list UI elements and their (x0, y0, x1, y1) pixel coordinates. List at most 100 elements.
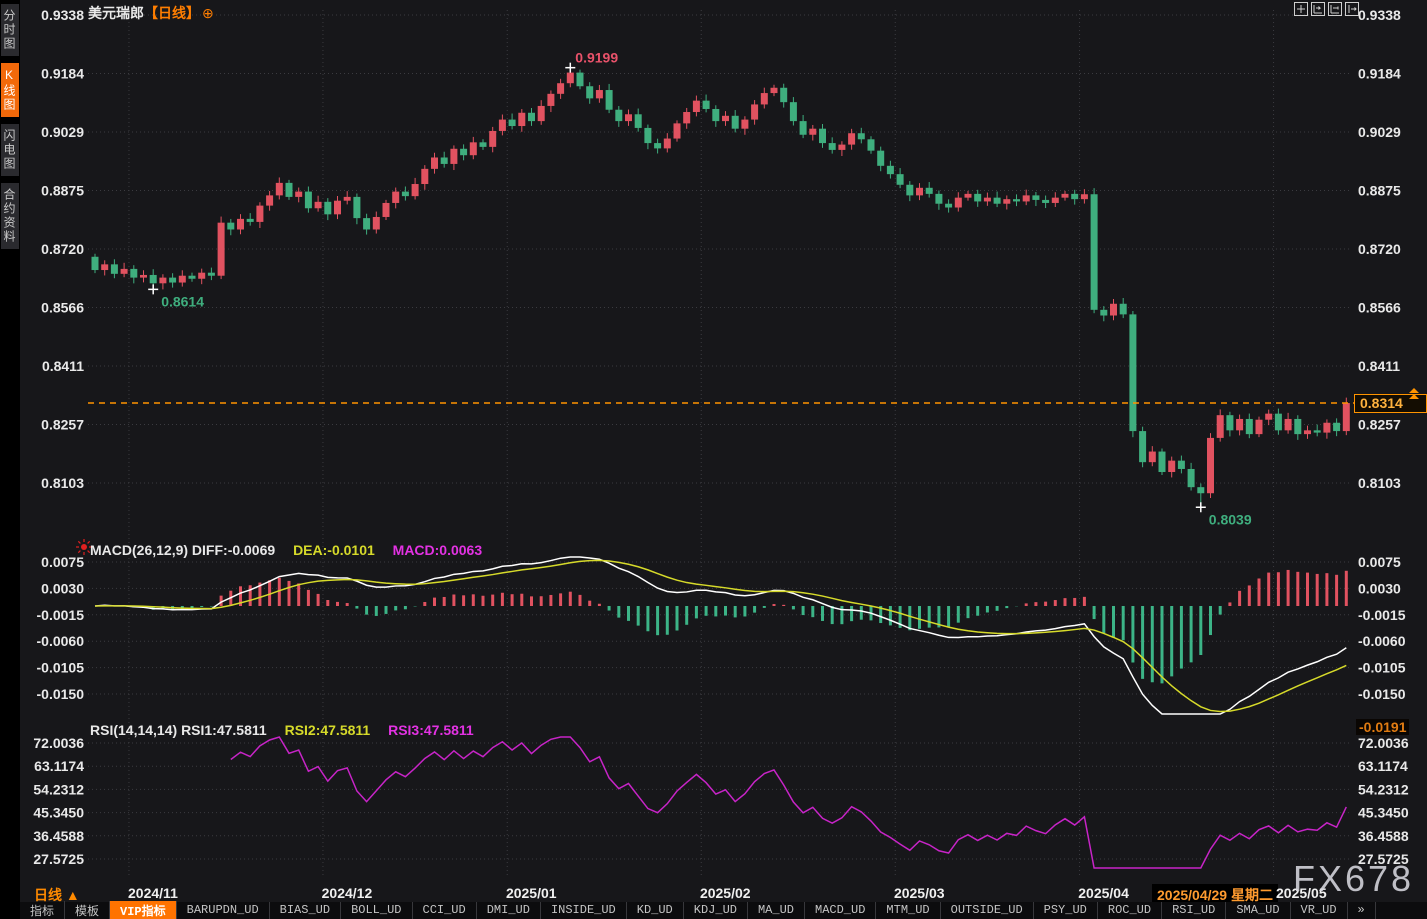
macd-pane-marker-icon[interactable] (74, 537, 94, 557)
candle-body (731, 115, 739, 129)
axis-label-right: 0.9338 (1358, 7, 1401, 23)
candle-body (838, 144, 846, 150)
axis-label-right: 0.0075 (1358, 554, 1401, 570)
rsi2-value: RSI2:47.5811 (284, 722, 371, 738)
candle-body (566, 72, 574, 84)
candle-body (450, 148, 458, 164)
toolbar-tab-[interactable]: » (1348, 902, 1376, 919)
candle-body (1129, 314, 1137, 432)
candle-body (1168, 460, 1176, 473)
candle-body (392, 191, 400, 203)
candle-body (489, 130, 497, 147)
candle-body (1003, 199, 1011, 204)
toolbar-tab-VIP[interactable]: VIP指标 (110, 900, 177, 919)
candle-body (954, 197, 962, 208)
toolbar-tab-[interactable]: 模板 (65, 900, 111, 919)
axis-label-right: 36.4588 (1358, 828, 1409, 844)
candle-body (1032, 195, 1040, 200)
candle-body (382, 202, 390, 217)
period-selector[interactable]: 日线 ▲ (34, 887, 80, 903)
axis-label-left: 0.8720 (41, 241, 84, 257)
candle-body (935, 193, 943, 204)
sidebar-tab-1[interactable]: K线图 (1, 63, 19, 117)
candle-body (1207, 437, 1214, 494)
rsi-line (230, 736, 1347, 869)
candle-body (1236, 418, 1244, 431)
axis-shift-icon[interactable] (1345, 2, 1359, 16)
candle-body (1323, 422, 1331, 433)
toolbar-tab-BIAS_UD[interactable]: BIAS_UD (270, 902, 342, 919)
toolbar-tab-ROC_UD[interactable]: ROC_UD (1098, 902, 1163, 919)
chart-tool-icons (1294, 2, 1359, 16)
candle-body (1080, 194, 1088, 200)
toolbar-tab-CCI_UD[interactable]: CCI_UD (413, 902, 477, 919)
candle-body (1294, 418, 1302, 435)
candle-body (498, 119, 506, 131)
toolbar-tab-RSI_UD[interactable]: RSI_UD (1162, 902, 1227, 919)
toolbar-tab-[interactable]: 指标 (20, 900, 66, 919)
axis-zoom-right-icon[interactable] (1328, 2, 1342, 16)
candle-body (314, 201, 322, 209)
axis-label-right: 63.1174 (1358, 758, 1408, 774)
candle-body (334, 200, 341, 215)
candle-body (304, 191, 312, 209)
date-label-5: 2025/04 (1078, 885, 1129, 901)
candle-body (683, 112, 691, 124)
candle-body (1187, 468, 1195, 488)
candle-body (1216, 415, 1224, 438)
candle-body (1051, 197, 1059, 203)
candle-body (372, 216, 380, 230)
candle-body (120, 268, 128, 274)
candle-body (101, 264, 109, 271)
candle-body (789, 102, 797, 122)
toolbar-tab-BOLL_UD[interactable]: BOLL_UD (341, 902, 413, 919)
date-axis-row: 日线 ▲ 2025/04/29 星期二 2025/05 2024/11 2024/… (0, 879, 1427, 906)
axis-label-right: 0.8411 (1358, 358, 1400, 374)
extreme-price-label: 0.8039 (1209, 511, 1252, 527)
candle-body (722, 115, 729, 122)
rsi-header: RSI(14,14,14) RSI1:47.5811 RSI2:47.5811 … (90, 722, 474, 738)
period-tag: 【日线】 (144, 5, 200, 21)
candle-body (886, 165, 894, 175)
axis-label-left: 0.8566 (41, 300, 84, 316)
candle-body (178, 275, 186, 283)
toolbar-tab-KD_UD[interactable]: KD_UD (627, 902, 684, 919)
axis-zoom-left-icon[interactable] (1311, 2, 1325, 16)
candle-body (857, 133, 865, 140)
axis-label-right: 0.8720 (1358, 241, 1401, 257)
toolbar-tab-SMA_UD[interactable]: SMA_UD (1226, 902, 1291, 919)
candle-body (1158, 451, 1166, 473)
candle-body (217, 222, 225, 276)
toolbar-tab-KDJ_UD[interactable]: KDJ_UD (684, 902, 748, 919)
toolbar-tab-PSY_UD[interactable]: PSY_UD (1034, 902, 1098, 919)
candle-body (285, 182, 293, 197)
axis-label-right: 27.5725 (1358, 851, 1409, 867)
candle-body (227, 222, 235, 230)
toolbar-tab-MTM_UD[interactable]: MTM_UD (876, 902, 941, 919)
axis-label-left: -0.0060 (37, 633, 85, 649)
axis-label-right: -0.0015 (1358, 607, 1406, 623)
toolbar-tab-DMI_UD[interactable]: DMI_UD (477, 902, 541, 919)
axis-label-left: 0.9184 (41, 66, 84, 82)
candle-body (1245, 418, 1253, 435)
candle-body (780, 87, 788, 103)
add-indicator-icon[interactable]: ⊕ (202, 5, 214, 21)
crosshair-icon[interactable] (1294, 2, 1308, 16)
toolbar-tab-MACD_UD[interactable]: MACD_UD (805, 902, 877, 919)
candle-body (945, 203, 953, 208)
candle-body (925, 187, 933, 194)
candle-body (1148, 451, 1156, 463)
sidebar-tab-3[interactable]: 合约资料 (1, 183, 19, 249)
toolbar-tab-VR_UD[interactable]: VR_UD (1291, 902, 1348, 919)
axis-label-left: -0.0105 (37, 660, 85, 676)
sidebar-tab-0[interactable]: 分时图 (1, 4, 19, 56)
sidebar-tab-2[interactable]: 闪电图 (1, 124, 19, 176)
axis-label-left: 63.1174 (34, 758, 84, 774)
toolbar-tab-INSIDE_UD[interactable]: INSIDE_UD (541, 902, 627, 919)
toolbar-tab-OUTSIDE_UD[interactable]: OUTSIDE_UD (941, 902, 1034, 919)
toolbar-tab-MA_UD[interactable]: MA_UD (748, 902, 805, 919)
toolbar-tab-BARUPDN_UD[interactable]: BARUPDN_UD (177, 902, 270, 919)
indicator-toolbar: 指标 模板 VIP指标 BARUPDN_UD BIAS_UD BOLL_UD CCI_UD D… (20, 900, 1427, 919)
